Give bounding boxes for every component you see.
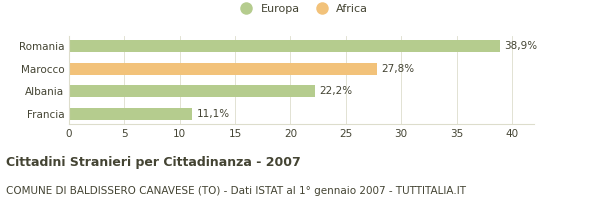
Text: 11,1%: 11,1% — [196, 109, 229, 119]
Bar — [69, 40, 500, 52]
Legend: Europa, Africa: Europa, Africa — [230, 0, 373, 18]
Text: 22,2%: 22,2% — [319, 86, 352, 96]
Bar — [69, 108, 192, 120]
Text: 38,9%: 38,9% — [504, 41, 537, 51]
Text: COMUNE DI BALDISSERO CANAVESE (TO) - Dati ISTAT al 1° gennaio 2007 - TUTTITALIA.: COMUNE DI BALDISSERO CANAVESE (TO) - Dat… — [6, 186, 466, 196]
Bar — [69, 63, 377, 75]
Bar — [69, 85, 315, 97]
Text: 27,8%: 27,8% — [381, 64, 415, 74]
Text: Cittadini Stranieri per Cittadinanza - 2007: Cittadini Stranieri per Cittadinanza - 2… — [6, 156, 301, 169]
